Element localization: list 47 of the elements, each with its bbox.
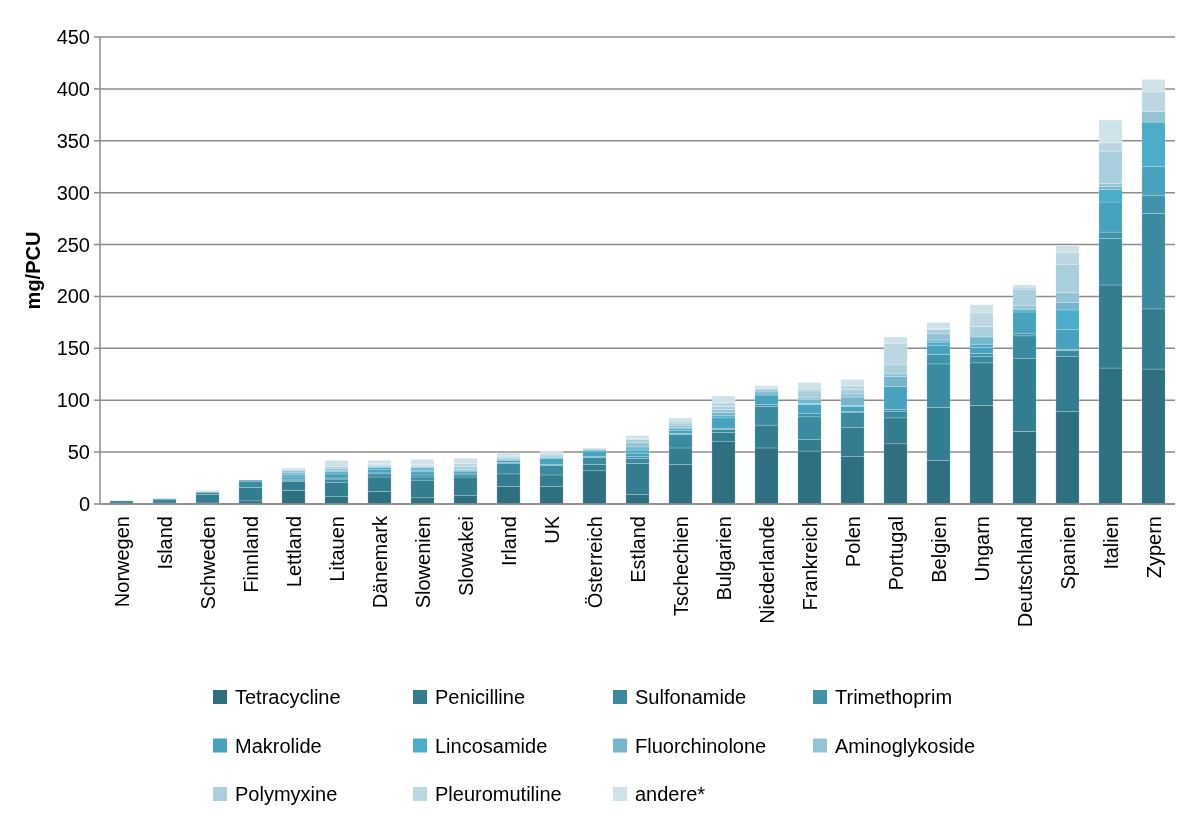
x-tick-label: Portugal [884, 516, 907, 591]
legend-label: Trimethoprim [835, 686, 953, 708]
x-tick-label: UK [540, 515, 563, 544]
legend-label: Makrolide [235, 734, 322, 757]
legend-label: Pleuromutiline [435, 783, 562, 805]
x-tick-label: Dänemark [368, 515, 391, 609]
legend-label: Sulfonamide [635, 686, 747, 708]
y-axis-title: mg/PCU [22, 231, 44, 310]
x-tick-label: Estland [626, 516, 649, 583]
x-tick-label: Tschechien [669, 516, 692, 617]
y-tick-label: 200 [56, 285, 90, 308]
x-tick-label: Litauen [325, 516, 348, 582]
legend-label: andere* [635, 783, 706, 805]
y-tick-label: 250 [56, 233, 90, 256]
x-tick-label: Slowenien [411, 516, 434, 609]
x-tick-label: Deutschland [1013, 516, 1036, 628]
x-tick-label: Ungarn [970, 516, 993, 582]
x-tick-label: Spanien [1056, 516, 1079, 590]
x-tick-label: Bulgarien [712, 516, 735, 601]
x-tick-label: Irland [497, 516, 520, 567]
legend-label: Lincosamide [435, 734, 548, 757]
x-tick-label: Lettland [282, 516, 305, 588]
y-tick-label: 300 [56, 181, 90, 204]
y-tick-label: 50 [67, 441, 90, 464]
x-tick-label: Österreich [583, 516, 606, 609]
x-tick-label: Frankreich [798, 516, 821, 611]
x-tick-label: Belgien [927, 516, 950, 583]
legend-label: Tetracycline [235, 686, 341, 708]
y-tick-label: 450 [56, 26, 90, 48]
legend-label: Aminoglykoside [835, 734, 976, 757]
y-tick-label: 0 [78, 493, 90, 515]
x-tick-label: Finnland [239, 516, 262, 593]
y-tick-label: 100 [56, 389, 90, 412]
x-tick-label: Zypern [1142, 516, 1165, 579]
x-tick-label: Niederlande [755, 516, 778, 624]
x-tick-label: Slowakei [454, 516, 477, 597]
x-tick-label: Italien [1099, 516, 1122, 570]
x-tick-label: Polen [841, 516, 864, 568]
legend-label: Penicilline [435, 686, 526, 708]
y-tick-label: 400 [56, 77, 90, 100]
x-tick-label: Island [153, 516, 176, 570]
x-tick-label: Schweden [196, 516, 219, 610]
y-tick-label: 150 [56, 337, 90, 360]
legend-label: Fluorchinolone [635, 734, 767, 757]
legend-label: Polymyxine [235, 783, 338, 805]
y-tick-label: 350 [56, 129, 90, 152]
x-tick-label: Norwegen [110, 516, 133, 608]
